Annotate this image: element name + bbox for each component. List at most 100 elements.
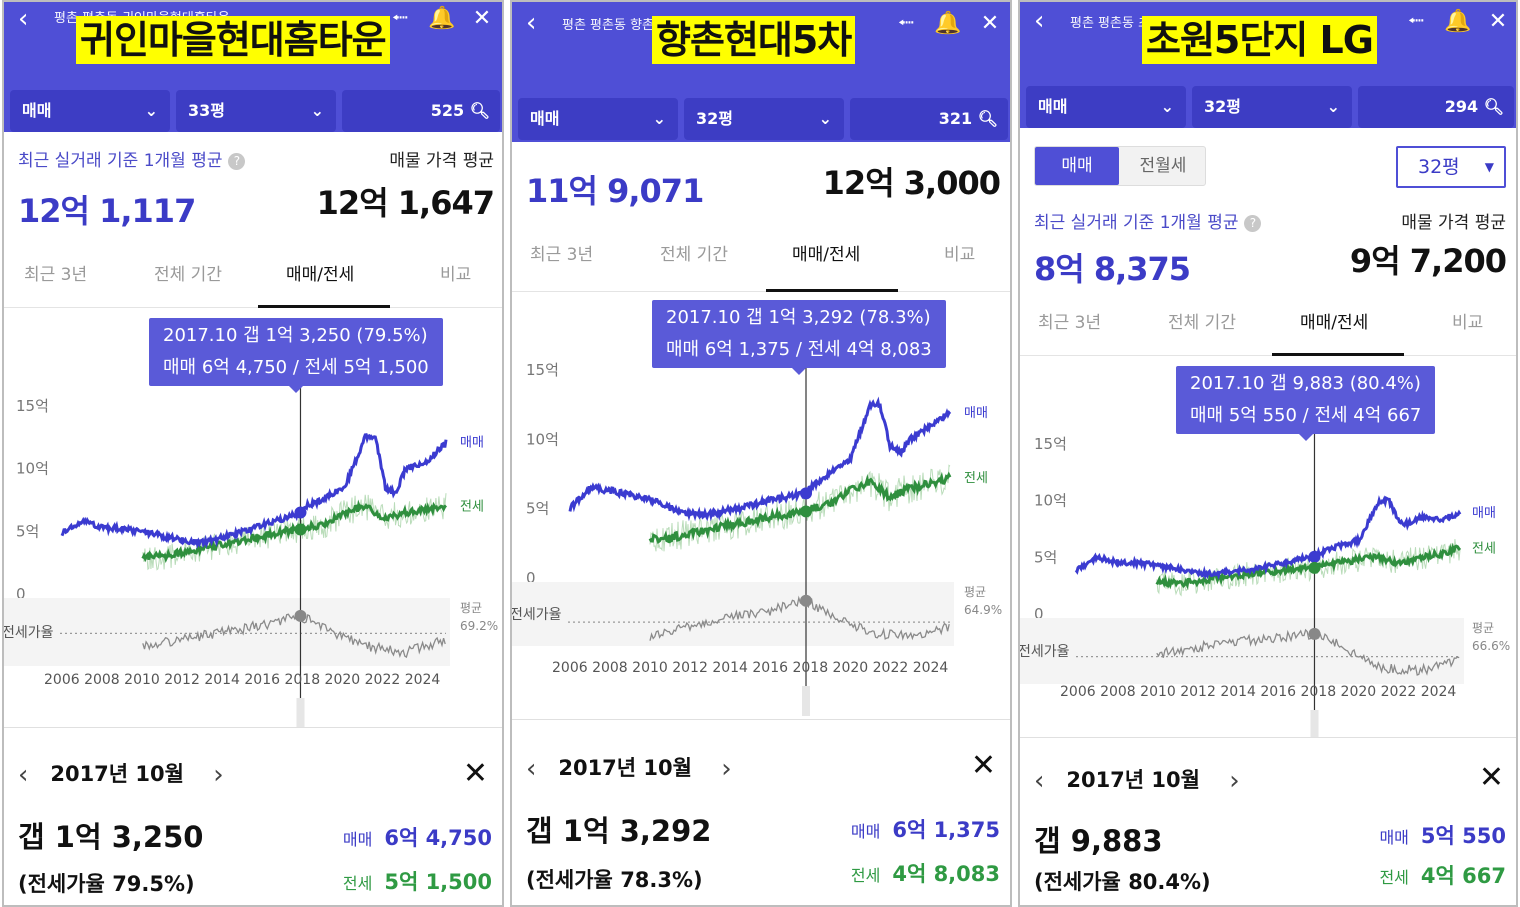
back-icon[interactable]: ‹ xyxy=(526,8,537,38)
chevron-down-icon: ⌄ xyxy=(1160,97,1174,116)
bell-icon[interactable]: 🔔 xyxy=(1444,9,1472,34)
area-dropdown[interactable]: 32평 ▼ xyxy=(1396,146,1506,188)
gap-amount: 갭 1억 3,292 xyxy=(526,814,712,848)
rent-label: 전세 xyxy=(1379,868,1409,887)
y-tick-label: 0 xyxy=(526,569,536,587)
tab-buy-rent[interactable]: 매매/전세 xyxy=(792,245,861,265)
listings-count: 294 xyxy=(1444,97,1479,116)
area-select[interactable]: 32평 ⌄ xyxy=(684,98,844,140)
y-tick-label: 0 xyxy=(1034,605,1044,623)
chevron-down-icon: ⌄ xyxy=(652,109,666,128)
close-icon[interactable]: ✕ xyxy=(970,748,996,783)
month-label: 2017년 10월 xyxy=(558,756,692,780)
y-tick-label: 5억 xyxy=(526,500,549,518)
chevron-down-icon: ⌄ xyxy=(1326,97,1340,116)
recent-avg-value: 11억 9,071 xyxy=(526,172,704,210)
tab-compare[interactable]: 비교 xyxy=(1452,313,1484,333)
period-tabs: 최근 3년 전체 기간 매매/전세 비교 xyxy=(512,226,1010,292)
tab-recent-3y[interactable]: 최근 3년 xyxy=(24,265,88,285)
next-month-icon[interactable]: › xyxy=(1229,766,1240,796)
close-icon[interactable]: ✕ xyxy=(1488,9,1508,34)
tab-buy-rent[interactable]: 매매/전세 xyxy=(286,265,355,285)
chart-tooltip: 2017.10 갭 9,883 (80.4%) 매매 5억 550 / 전세 4… xyxy=(1176,366,1436,441)
close-icon[interactable]: ✕ xyxy=(1478,760,1504,795)
search-icon: 🔍︎ xyxy=(977,109,998,128)
average-value: 66.6% xyxy=(1472,639,1510,653)
listings-search-button[interactable]: 321 🔍︎ xyxy=(850,98,1008,140)
back-icon[interactable]: ‹ xyxy=(1034,6,1045,36)
chevron-down-icon: ⌄ xyxy=(310,101,324,120)
buy-series-line xyxy=(60,433,448,550)
toggle-buy[interactable]: 매매 xyxy=(1035,147,1119,185)
buy-marker xyxy=(1308,550,1321,563)
tab-all-period[interactable]: 전체 기간 xyxy=(1168,313,1236,333)
tab-all-period[interactable]: 전체 기간 xyxy=(660,245,728,265)
buy-legend-label: 매매 xyxy=(460,435,484,450)
rent-ratio: (전세가율 79.5%) xyxy=(18,872,195,896)
deal-toggle: 매매 전월세 xyxy=(1034,146,1206,186)
selection-handle xyxy=(802,686,810,716)
next-month-icon[interactable]: › xyxy=(721,754,732,784)
tooltip-line-gap: 2017.10 갭 1억 3,292 (78.3%) xyxy=(666,307,931,328)
rent-price: 4억 8,083 xyxy=(892,862,1000,886)
share-icon[interactable]: ⭪ xyxy=(1407,9,1425,34)
detail-sheet: ‹ 2017년 10월 › ✕ 갭 1억 3,250 (전세가율 79.5%) … xyxy=(4,727,502,905)
close-icon[interactable]: ✕ xyxy=(462,756,488,791)
chevron-down-icon: ⌄ xyxy=(144,101,158,120)
rent-marker xyxy=(800,505,812,518)
y-tick-label: 15억 xyxy=(1034,435,1067,453)
tab-buy-rent[interactable]: 매매/전세 xyxy=(1300,313,1369,333)
close-icon[interactable]: ✕ xyxy=(472,6,492,31)
bell-icon[interactable]: 🔔 xyxy=(428,6,456,31)
share-icon[interactable]: ⭪ xyxy=(897,11,915,36)
back-icon[interactable]: ‹ xyxy=(18,4,29,34)
y-tick-label: 10억 xyxy=(1034,492,1067,510)
tab-recent-3y[interactable]: 최근 3년 xyxy=(1038,313,1102,333)
deal-type-value: 매매 xyxy=(530,109,560,128)
buy-legend-label: 매매 xyxy=(1472,506,1496,521)
prev-month-icon[interactable]: ‹ xyxy=(526,754,537,784)
rent-price-row: 전세 4억 667 xyxy=(1379,860,1506,890)
buy-series-line xyxy=(1074,495,1462,580)
tab-compare[interactable]: 비교 xyxy=(944,245,976,265)
tab-compare[interactable]: 비교 xyxy=(440,265,472,285)
prev-month-icon[interactable]: ‹ xyxy=(1034,766,1045,796)
y-tick-label: 0 xyxy=(16,585,26,603)
complex-title: 향촌현대5차 xyxy=(652,16,856,64)
tooltip-line-gap: 2017.10 갭 1억 3,250 (79.5%) xyxy=(163,325,428,346)
area-value: 32평 xyxy=(696,109,733,128)
rent-price-row: 전세 4억 8,083 xyxy=(851,858,1000,888)
bell-icon[interactable]: 🔔 xyxy=(934,11,962,36)
rent-series-line xyxy=(648,471,952,545)
area-select[interactable]: 32평 ⌄ xyxy=(1192,86,1352,128)
tooltip-line-prices: 매매 6억 1,375 / 전세 4억 8,083 xyxy=(666,339,932,360)
listings-search-button[interactable]: 294 🔍︎ xyxy=(1358,86,1514,128)
tab-recent-3y[interactable]: 최근 3년 xyxy=(530,245,594,265)
tab-all-period[interactable]: 전체 기간 xyxy=(154,265,222,285)
x-axis-ticks: 2006 2008 2010 2012 2014 2016 2018 2020 … xyxy=(1060,684,1456,700)
help-icon[interactable]: ? xyxy=(228,152,246,170)
x-axis-ticks: 2006 2008 2010 2012 2014 2016 2018 2020 … xyxy=(552,660,948,676)
share-icon[interactable]: ⭪ xyxy=(391,6,409,31)
deal-type-select[interactable]: 매매 ⌄ xyxy=(1026,86,1186,128)
buy-price: 5억 550 xyxy=(1420,824,1506,848)
deal-type-select[interactable]: 매매 ⌄ xyxy=(518,98,678,140)
buy-price-row: 매매 6억 1,375 xyxy=(851,814,1000,844)
area-select[interactable]: 33평 ⌄ xyxy=(176,90,336,132)
rent-legend-label: 전세 xyxy=(964,471,988,486)
apartment-panel-1: ‹ 평촌 평촌동 귀인마을현대홈타운 ⭪ 🔔 ✕ 귀인마을현대홈타운 매매 ⌄ … xyxy=(2,0,504,907)
ratio-line xyxy=(142,613,446,659)
selection-handle xyxy=(296,698,305,728)
buy-marker xyxy=(294,506,307,519)
listings-search-button[interactable]: 525 🔍︎ xyxy=(342,90,500,132)
help-icon[interactable]: ? xyxy=(1244,214,1262,232)
toggle-rent[interactable]: 전월세 xyxy=(1139,156,1187,176)
period-tabs: 최근 3년 전체 기간 매매/전세 비교 xyxy=(1020,298,1516,356)
next-month-icon[interactable]: › xyxy=(213,760,224,790)
prev-month-icon[interactable]: ‹ xyxy=(18,760,29,790)
deal-type-select[interactable]: 매매 ⌄ xyxy=(10,90,170,132)
close-icon[interactable]: ✕ xyxy=(980,11,1000,36)
